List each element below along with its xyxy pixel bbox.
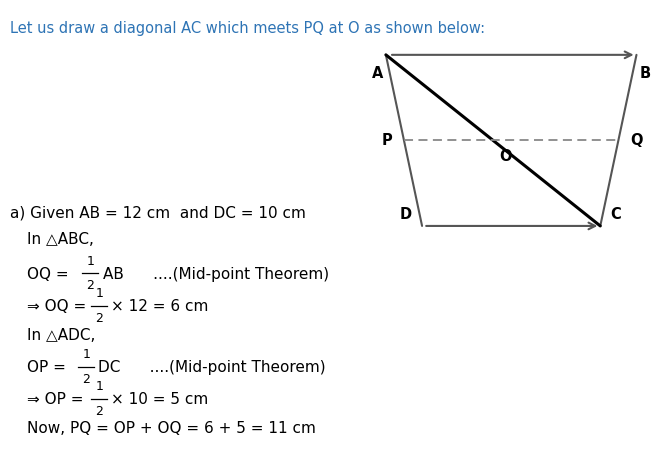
Text: DC      ....(Mid-point Theorem): DC ....(Mid-point Theorem) bbox=[98, 361, 326, 375]
Text: O: O bbox=[500, 149, 512, 164]
Text: 1: 1 bbox=[95, 287, 103, 300]
Text: ⇒ OP =: ⇒ OP = bbox=[27, 393, 88, 407]
Text: × 10 = 5 cm: × 10 = 5 cm bbox=[111, 393, 209, 407]
Text: AB      ....(Mid-point Theorem): AB ....(Mid-point Theorem) bbox=[103, 267, 329, 282]
Text: 2: 2 bbox=[86, 279, 94, 292]
Text: OP =: OP = bbox=[27, 361, 70, 375]
Text: OQ =: OQ = bbox=[27, 267, 73, 282]
Text: In △ABC,: In △ABC, bbox=[27, 233, 93, 247]
Text: A: A bbox=[371, 66, 383, 81]
Text: 2: 2 bbox=[95, 312, 103, 324]
Text: D: D bbox=[400, 207, 412, 222]
Text: × 12 = 6 cm: × 12 = 6 cm bbox=[111, 299, 209, 314]
Text: Now, PQ = OP + OQ = 6 + 5 = 11 cm: Now, PQ = OP + OQ = 6 + 5 = 11 cm bbox=[27, 421, 316, 436]
Text: 2: 2 bbox=[95, 405, 103, 418]
Text: ⇒ OQ =: ⇒ OQ = bbox=[27, 299, 91, 314]
Text: a) Given AB = 12 cm  and DC = 10 cm: a) Given AB = 12 cm and DC = 10 cm bbox=[10, 205, 306, 220]
Text: 1: 1 bbox=[95, 381, 103, 393]
Text: Let us draw a diagonal AC which meets PQ at O as shown below:: Let us draw a diagonal AC which meets PQ… bbox=[10, 21, 485, 36]
Text: 2: 2 bbox=[82, 373, 90, 386]
Text: P: P bbox=[381, 133, 392, 148]
Text: 1: 1 bbox=[82, 349, 90, 361]
Text: B: B bbox=[640, 66, 650, 81]
Text: C: C bbox=[610, 207, 621, 222]
Text: Q: Q bbox=[631, 133, 643, 148]
Text: In △ADC,: In △ADC, bbox=[27, 329, 95, 343]
Text: 1: 1 bbox=[86, 255, 94, 268]
